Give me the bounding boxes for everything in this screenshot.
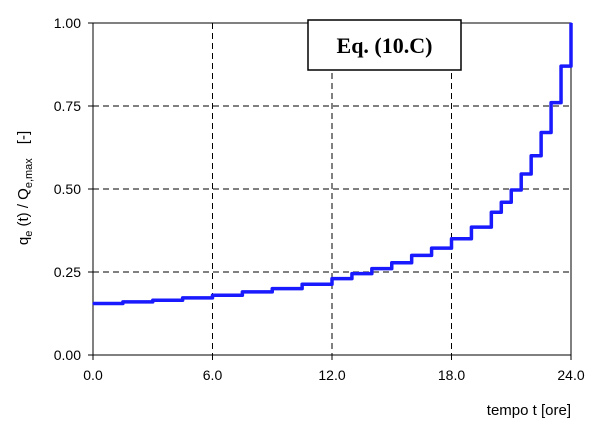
data-point	[92, 302, 94, 305]
annotation-frame	[307, 19, 462, 71]
data-point	[510, 189, 513, 191]
x-axis-label: tempo t [ore]	[487, 402, 571, 419]
x-tick-label: 18.0	[438, 367, 465, 383]
data-point	[520, 173, 523, 175]
data-point	[490, 211, 493, 214]
grid	[93, 23, 571, 355]
data-point	[500, 201, 503, 204]
data-point	[331, 277, 333, 280]
x-tick-label: 0.0	[83, 367, 103, 383]
data-point	[151, 299, 154, 302]
data-point	[530, 155, 532, 157]
data-point	[271, 287, 274, 290]
y-label-q-sub: e	[23, 231, 35, 237]
y-label-q: q	[15, 237, 32, 245]
y-tick-label: 0.75	[54, 98, 81, 114]
x-tick-label: 24.0	[557, 367, 584, 383]
y-tick-label: 0.25	[54, 264, 81, 280]
data-point	[371, 267, 373, 270]
data-point	[390, 261, 393, 264]
data-point	[470, 226, 473, 228]
x-tick-label: 6.0	[203, 367, 223, 383]
x-tick-label: 12.0	[318, 367, 345, 383]
y-axis-label: qe (t) / Qe,max [-]	[15, 131, 35, 245]
data-point	[301, 283, 303, 286]
data-point	[570, 22, 572, 24]
data-point	[122, 301, 124, 303]
series	[92, 22, 573, 306]
data-point	[211, 294, 214, 297]
y-tick-label: 0.50	[54, 181, 81, 197]
data-point	[540, 131, 542, 134]
axis-ticks: 0.0 6.0 12.0 18.0 24.0 0.00 0.25 0.50 0.75 1.00	[54, 15, 585, 383]
data-point	[351, 272, 353, 275]
data-point	[241, 291, 244, 293]
y-label-mid: (t) / Q	[15, 188, 32, 231]
svg-text:qe (t) / Qe,max[-]: qe (t) / Qe,max [-]	[15, 131, 35, 245]
annotation-label: Eq. (10.C)	[337, 33, 433, 58]
data-point	[450, 238, 453, 240]
y-label-Q-sub: e,max	[23, 158, 35, 188]
y-tick-label: 1.00	[54, 15, 81, 31]
y-tick-label: 0.00	[54, 347, 81, 363]
data-point	[560, 65, 562, 67]
data-point	[181, 297, 184, 299]
annotation-box: Eq. (10.C)	[307, 19, 462, 71]
data-point	[430, 247, 433, 249]
y-label-unit: [-]	[15, 131, 32, 144]
data-point	[410, 254, 413, 257]
data-point	[550, 101, 552, 104]
